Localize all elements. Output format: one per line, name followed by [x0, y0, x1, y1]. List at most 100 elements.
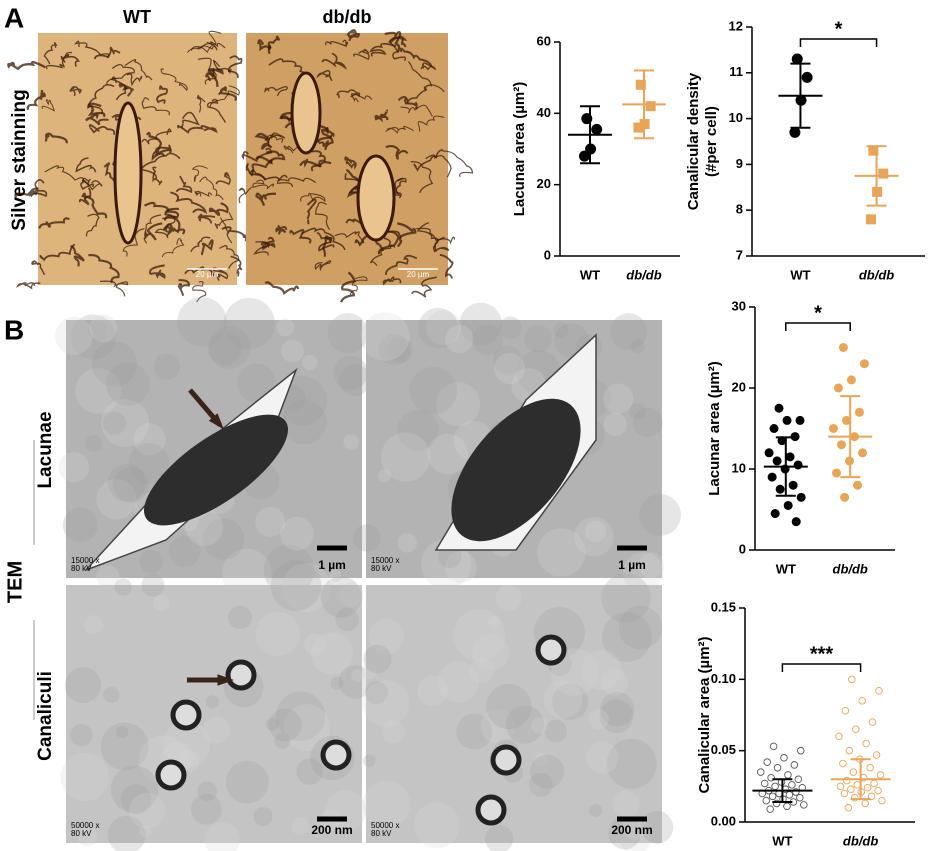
- texture: [268, 708, 302, 742]
- canaliculus: [148, 264, 166, 280]
- point: [788, 480, 798, 490]
- canaliculus: [313, 123, 335, 145]
- canaliculus: [442, 150, 474, 178]
- point: [840, 492, 850, 502]
- arrow-head: [217, 674, 234, 686]
- point: [775, 484, 785, 494]
- texture: [494, 352, 526, 384]
- texture: [437, 661, 479, 703]
- texture: [603, 412, 627, 437]
- texture: [291, 817, 310, 836]
- texture: [253, 806, 273, 826]
- texture: [88, 321, 108, 341]
- canaliculus: [264, 86, 288, 97]
- texture: [353, 524, 381, 552]
- point: [780, 754, 788, 762]
- texture: [437, 544, 462, 569]
- texture: [600, 668, 629, 696]
- canaliculus: [161, 238, 185, 258]
- chart: 0 10 20 30 Lacunar area (µm²) WT db/db *: [706, 298, 895, 576]
- arrow-head: [208, 413, 224, 430]
- texture: [177, 297, 227, 347]
- point: [789, 126, 801, 138]
- texture: [58, 452, 90, 483]
- point: [801, 71, 813, 83]
- canaliculus: [204, 67, 215, 82]
- texture: [444, 551, 477, 584]
- x-tick-label: WT: [580, 267, 600, 282]
- canaliculus: [99, 280, 129, 297]
- canaliculus: [264, 132, 284, 144]
- texture: [115, 725, 129, 739]
- x-tick-label: db/db: [626, 267, 661, 282]
- texture: [530, 717, 549, 735]
- point: [836, 782, 845, 791]
- canaliculus: [214, 212, 234, 230]
- canaliculus: [186, 41, 218, 53]
- magnification: 50000 x: [71, 821, 99, 830]
- texture: [586, 741, 619, 774]
- x-tick-label: db/db: [833, 561, 868, 576]
- canaliculus: [74, 40, 110, 59]
- texture: [103, 686, 120, 704]
- point: [773, 764, 782, 772]
- scale-label: 200 nm: [611, 823, 652, 837]
- canaliculus: [196, 94, 206, 113]
- point: [851, 793, 859, 802]
- texture: [281, 399, 327, 445]
- x-tick-label: db/db: [859, 267, 894, 282]
- canaliculus: [43, 42, 58, 65]
- point: [760, 779, 769, 788]
- canaliculus: [475, 794, 507, 826]
- texture: [377, 469, 391, 483]
- canaliculus: [395, 177, 407, 199]
- canaliculus: [249, 169, 288, 182]
- canaliculus: [264, 281, 300, 296]
- canaliculus: [110, 76, 128, 101]
- y-axis-label: (#per cell): [703, 106, 720, 177]
- magnification: 80 kV: [371, 829, 392, 838]
- canaliculus: [276, 177, 317, 188]
- point: [840, 789, 849, 798]
- significance-bracket: [781, 663, 862, 672]
- charts: 0 20 40 60 Lacunar area (µm²) WT db/db 7 8 9 10 11 1…: [511, 18, 925, 848]
- point: [772, 456, 782, 466]
- texture: [584, 520, 607, 543]
- canaliculus: [30, 179, 48, 198]
- canaliculus: [321, 235, 333, 257]
- canaliculus: [170, 699, 202, 731]
- texture: [276, 318, 295, 337]
- canaliculus: [219, 245, 240, 269]
- canaliculus: [340, 271, 357, 303]
- y-axis-label: Canalicular area (µm²): [696, 636, 713, 793]
- point: [867, 792, 876, 801]
- canaliculus: [199, 176, 224, 200]
- lacuna: [113, 101, 143, 245]
- canaliculus: [344, 156, 357, 171]
- texture: [530, 754, 565, 789]
- texture: [107, 815, 146, 851]
- texture: [120, 784, 151, 815]
- canaliculus: [81, 192, 108, 219]
- point: [764, 448, 774, 458]
- canaliculus: [38, 217, 70, 229]
- point: [767, 472, 777, 482]
- point: [862, 739, 870, 748]
- point: [793, 460, 803, 470]
- y-tick-label: 11: [729, 64, 743, 79]
- point: [774, 403, 784, 413]
- point: [839, 759, 847, 768]
- canaliculus: [30, 260, 46, 276]
- point: [844, 803, 853, 812]
- significance: ***: [810, 643, 834, 665]
- canaliculus: [218, 86, 237, 102]
- canaliculus: [275, 224, 288, 235]
- y-tick-label: 0.05: [711, 742, 736, 757]
- point: [852, 725, 860, 734]
- point: [847, 785, 855, 793]
- canaliculus: [80, 178, 95, 190]
- point: [794, 775, 803, 783]
- point: [861, 799, 869, 808]
